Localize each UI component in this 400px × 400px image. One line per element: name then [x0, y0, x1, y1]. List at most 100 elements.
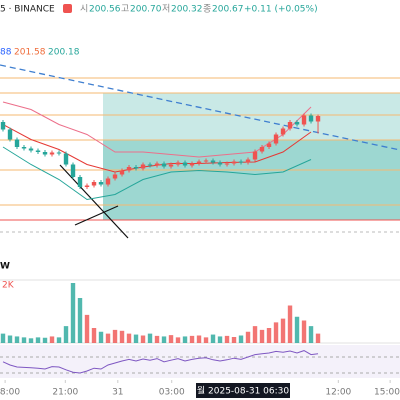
profit-zone	[103, 93, 400, 140]
volume-bar	[147, 333, 153, 343]
volume-bar	[189, 335, 195, 343]
candle-body	[133, 167, 139, 169]
crosshair-label: 월 2025-08-31 06:30	[197, 385, 290, 397]
volume-bar	[203, 337, 209, 343]
drawn-line	[74, 205, 119, 226]
volume-bar	[287, 305, 293, 343]
band-line	[2, 146, 312, 201]
volume-bar	[35, 337, 41, 343]
legend-label: 저	[162, 4, 170, 15]
volume-bar	[224, 335, 230, 343]
volume-bar	[21, 337, 27, 343]
volume-bar	[217, 336, 223, 343]
candle-body	[245, 159, 251, 163]
volume-bar	[0, 333, 6, 343]
volume-bar	[91, 328, 97, 343]
volume-bar	[301, 320, 307, 343]
volume-bar	[28, 338, 34, 343]
legend-value: 200.32	[171, 5, 203, 15]
candle-body	[119, 170, 125, 175]
x-tick-label: 15:00	[374, 388, 400, 398]
volume-bar	[245, 331, 251, 343]
volume-bar	[84, 314, 90, 343]
volume-bar	[259, 329, 265, 343]
x-tick-label: 31	[112, 388, 123, 398]
candle-body	[147, 164, 153, 166]
candle-body	[175, 162, 181, 165]
drawn-line	[59, 164, 129, 239]
volume-bar	[273, 322, 279, 343]
volume-bar	[294, 316, 300, 343]
level-lines	[0, 77, 400, 206]
candle-body	[105, 178, 111, 185]
volume-bar	[238, 335, 244, 343]
candle-body	[161, 163, 167, 167]
candle-body	[84, 185, 90, 187]
candle-body	[210, 160, 216, 163]
candle-body	[294, 122, 300, 125]
volume-bar	[77, 298, 83, 343]
candle-body	[98, 182, 104, 185]
candle-body	[273, 134, 279, 144]
volume-bar	[308, 326, 314, 343]
candle-body	[21, 147, 27, 149]
candle-body	[189, 163, 195, 166]
trend-line	[0, 64, 400, 151]
crosshair-box	[196, 383, 290, 398]
candle-body	[287, 122, 293, 129]
legend-label: 종	[203, 4, 211, 15]
x-tick-label: 03:00	[159, 388, 185, 398]
candle-body	[301, 115, 307, 125]
candle-body	[91, 182, 97, 186]
candle-body	[168, 164, 174, 167]
candle-body	[231, 161, 237, 164]
volume-bar	[154, 335, 160, 343]
x-tick-label: 8:00	[0, 388, 20, 398]
candle-body	[280, 128, 286, 135]
candle-body	[49, 152, 55, 155]
volume-bar	[49, 336, 55, 343]
band-legend: 88	[0, 48, 12, 58]
band-legend: 200.18	[48, 48, 80, 58]
candle-body	[14, 139, 20, 147]
volume-bar	[161, 336, 167, 343]
legend-value: 200.70	[130, 5, 162, 15]
candle-body	[315, 116, 321, 122]
candle-body	[35, 150, 41, 152]
candle-body	[217, 162, 223, 165]
candle-body	[126, 167, 132, 171]
volume-bar	[182, 336, 188, 343]
volume-bar	[266, 328, 272, 343]
legend-change: +0.11 (+0.05%)	[244, 5, 318, 15]
panel-label: W	[0, 262, 10, 272]
candle-body	[182, 162, 188, 166]
volume-bar	[315, 333, 321, 343]
volume-bar	[7, 335, 13, 343]
candle-body	[252, 151, 258, 160]
legend-value: 200.67	[212, 5, 244, 15]
volume-bar	[63, 326, 69, 343]
volume-bar	[175, 337, 181, 343]
candle-body	[112, 174, 118, 179]
band-legend: 201.58	[14, 48, 46, 58]
candle-body	[56, 152, 62, 154]
volume-bar	[168, 335, 174, 343]
legend-value: 200.56	[89, 5, 121, 15]
volume-bar	[126, 333, 132, 343]
candle-body	[0, 122, 6, 130]
volume-bar	[112, 329, 118, 343]
candle-body	[77, 177, 83, 187]
candle-body	[266, 143, 272, 147]
legend-label: 시	[80, 4, 88, 15]
candle-body	[308, 115, 314, 122]
candle-body	[203, 160, 209, 162]
volume-bar	[210, 334, 216, 343]
volume-bar	[231, 337, 237, 343]
candle-body	[224, 163, 230, 165]
volume-bar	[56, 337, 62, 343]
candle-body	[238, 161, 244, 163]
candle-body	[7, 129, 13, 140]
x-tick-label: 21:00	[52, 388, 78, 398]
volume-bar	[133, 334, 139, 343]
candle-body	[42, 152, 48, 155]
